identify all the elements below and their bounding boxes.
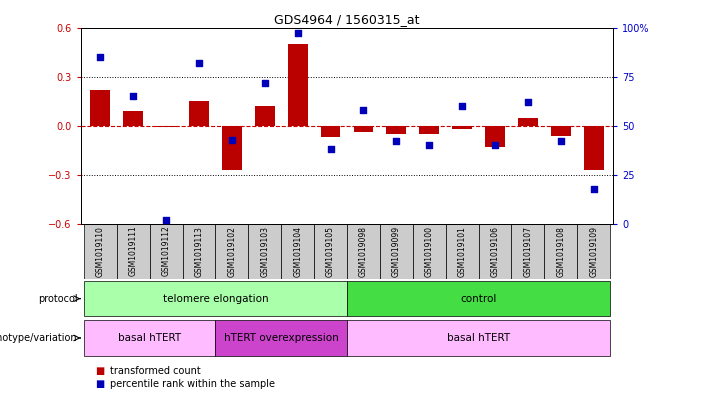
Bar [485,126,505,147]
Text: GSM1019112: GSM1019112 [162,226,170,276]
Point [128,93,139,99]
Text: GSM1019104: GSM1019104 [293,226,302,277]
Text: GSM1019103: GSM1019103 [260,226,269,277]
Text: ■: ■ [95,366,104,376]
Text: GSM1019102: GSM1019102 [227,226,236,277]
Text: GSM1019105: GSM1019105 [326,226,335,277]
Text: protocol: protocol [38,294,77,304]
Point [489,142,501,149]
Text: telomere elongation: telomere elongation [163,294,268,304]
Bar [248,224,281,279]
Bar [413,224,446,279]
Text: GSM1019100: GSM1019100 [425,226,434,277]
Text: basal hTERT: basal hTERT [447,333,510,343]
Point [588,185,599,192]
Bar [189,101,209,126]
Text: transformed count: transformed count [110,366,200,376]
Point [193,60,205,66]
Text: GSM1019099: GSM1019099 [392,226,401,277]
Point [390,138,402,145]
Text: GSM1019111: GSM1019111 [129,226,137,276]
Bar [577,224,610,279]
Text: GSM1019108: GSM1019108 [557,226,565,277]
Point [259,79,271,86]
Bar [255,106,275,126]
Bar [419,126,439,134]
Bar [215,224,248,279]
Text: GSM1019107: GSM1019107 [524,226,532,277]
Point [456,103,468,109]
Bar [156,126,176,127]
Bar [320,126,341,137]
Text: GSM1019101: GSM1019101 [458,226,467,277]
Bar [281,224,314,279]
Text: percentile rank within the sample: percentile rank within the sample [110,379,275,389]
Bar [551,126,571,136]
Bar [222,126,242,170]
Bar [150,224,182,279]
Bar [452,126,472,129]
Point [292,30,304,37]
Bar [123,111,143,126]
Bar [584,126,604,170]
Bar [380,224,413,279]
Bar [347,281,610,316]
Text: hTERT overexpression: hTERT overexpression [224,333,339,343]
Bar [347,224,380,279]
Bar [314,224,347,279]
Point [325,146,336,152]
Bar [544,224,577,279]
Bar [446,224,479,279]
Text: GSM1019098: GSM1019098 [359,226,368,277]
Bar [84,320,215,356]
Point [358,107,369,113]
Title: GDS4964 / 1560315_at: GDS4964 / 1560315_at [274,13,420,26]
Bar [84,224,117,279]
Bar [288,44,308,126]
Point [226,136,238,143]
Text: genotype/variation: genotype/variation [0,333,77,343]
Bar [215,320,347,356]
Bar [386,126,406,134]
Point [161,217,172,223]
Text: ■: ■ [95,379,104,389]
Point [423,142,435,149]
Text: GSM1019109: GSM1019109 [589,226,598,277]
Point [555,138,566,145]
Bar [518,118,538,126]
Text: GSM1019106: GSM1019106 [491,226,500,277]
Bar [347,320,610,356]
Text: basal hTERT: basal hTERT [118,333,182,343]
Point [522,99,533,105]
Bar [90,90,110,126]
Bar [117,224,150,279]
Bar [479,224,512,279]
Text: GSM1019113: GSM1019113 [194,226,203,277]
Point [95,54,106,60]
Bar [84,281,347,316]
Text: GSM1019110: GSM1019110 [96,226,105,277]
Bar [182,224,215,279]
Bar [512,224,544,279]
Bar [353,126,374,132]
Text: control: control [461,294,497,304]
